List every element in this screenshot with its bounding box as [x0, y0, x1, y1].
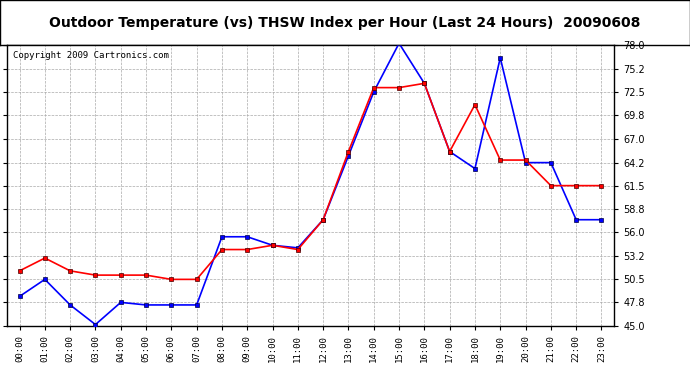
- Text: Outdoor Temperature (vs) THSW Index per Hour (Last 24 Hours)  20090608: Outdoor Temperature (vs) THSW Index per …: [49, 15, 641, 30]
- Text: Copyright 2009 Cartronics.com: Copyright 2009 Cartronics.com: [13, 51, 169, 60]
